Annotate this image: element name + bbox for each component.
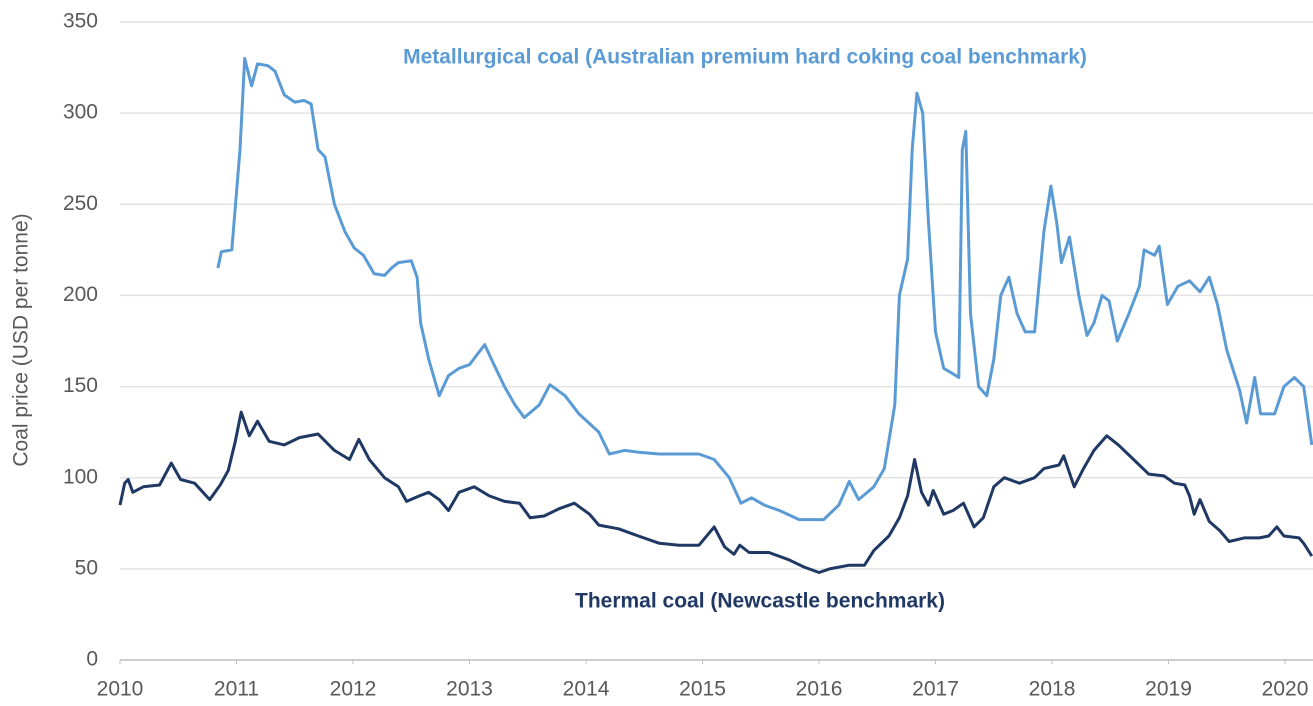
x-tick-label: 2017 xyxy=(912,678,959,701)
y-tick-label: 100 xyxy=(63,465,98,488)
series-label: Thermal coal (Newcastle benchmark) xyxy=(575,590,945,613)
x-tick-label: 2016 xyxy=(796,678,843,701)
x-tick-label: 2013 xyxy=(446,678,493,701)
y-tick-label: 200 xyxy=(63,283,98,306)
y-tick-label: 350 xyxy=(63,10,98,33)
x-tick-label: 2012 xyxy=(330,678,377,701)
y-tick-label: 300 xyxy=(63,101,98,124)
x-tick-label: 2019 xyxy=(1145,678,1192,701)
x-tick-label: 2018 xyxy=(1029,678,1076,701)
y-tick-label: 0 xyxy=(86,648,98,671)
x-tick-label: 2014 xyxy=(563,678,610,701)
x-tick-label: 2015 xyxy=(679,678,726,701)
series-label: Metallurgical coal (Australian premium h… xyxy=(403,46,1087,69)
y-tick-label: 150 xyxy=(63,374,98,397)
x-tick-label: 2011 xyxy=(214,678,259,701)
series-line xyxy=(118,410,1313,574)
series-line xyxy=(216,57,1313,522)
y-tick-label: 50 xyxy=(75,556,98,579)
x-tick-label: 2010 xyxy=(97,678,144,701)
y-tick-label: 250 xyxy=(63,192,98,215)
x-tick-label: 2020 xyxy=(1262,678,1309,701)
y-axis-label: Coal price (USD per tonne) xyxy=(10,213,33,466)
